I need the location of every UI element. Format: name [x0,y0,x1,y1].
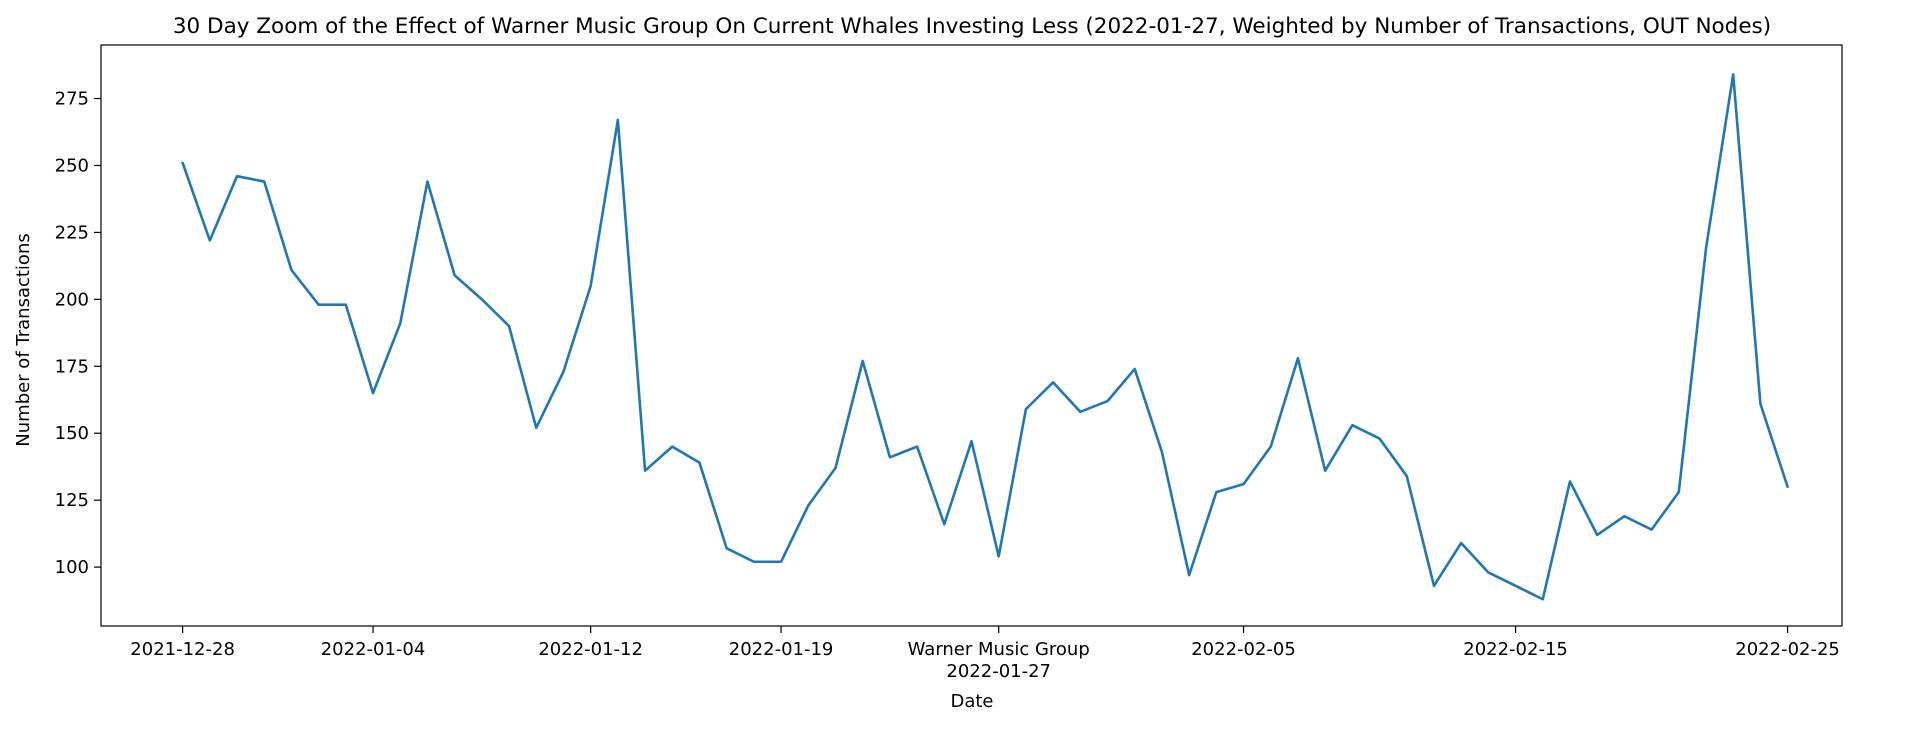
y-tick-label: 100 [55,557,89,578]
plot-frame [100,44,1843,627]
x-tick-label: 2022-02-25 [1735,639,1840,660]
x-axis-label: Date [950,691,993,712]
event-label: Warner Music Group [908,639,1090,660]
y-tick-label: 225 [55,222,89,243]
y-axis: 100 125 150 175 200 225 250 275 [55,89,101,578]
x-axis: 2021-12-28 2022-01-04 2022-01-12 2022-01-19… [130,626,1840,682]
x-tick-label: 2022-01-27 [946,661,1051,682]
chart-title: 30 Day Zoom of the Effect of Warner Musi… [173,14,1771,39]
x-tick-label: 2022-02-05 [1191,639,1296,660]
y-tick-label: 175 [55,356,89,377]
y-tick-label: 275 [55,89,89,110]
plot-area [100,44,1843,627]
x-tick-label: 2021-12-28 [130,639,235,660]
y-tick-label: 150 [55,423,89,444]
y-tick-label: 125 [55,490,89,511]
series-line [181,73,1789,601]
y-tick-label: 250 [55,155,89,176]
x-tick-label: 2022-01-19 [729,639,834,660]
x-tick-label: 2022-01-04 [321,639,426,660]
x-tick-label: 2022-01-12 [538,639,643,660]
y-tick-label: 200 [55,289,89,310]
x-tick-label: 2022-02-15 [1463,639,1568,660]
y-axis-label: Number of Transactions [13,233,34,446]
